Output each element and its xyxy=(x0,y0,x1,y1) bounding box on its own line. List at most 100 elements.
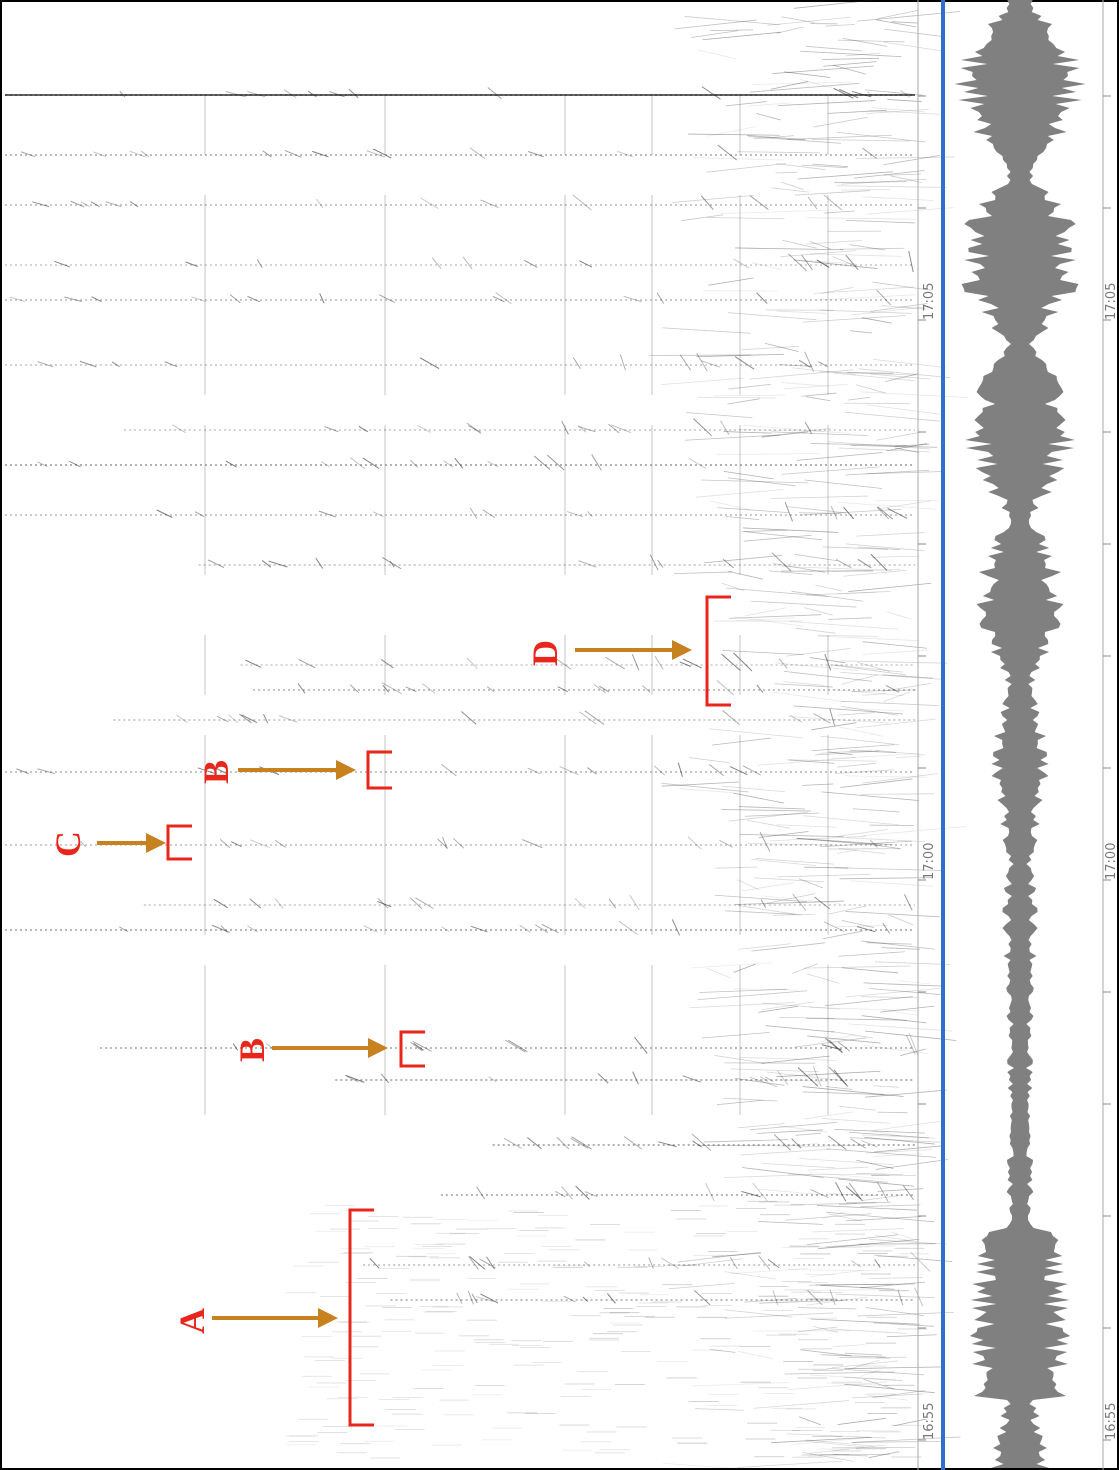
spectral-streak xyxy=(787,506,847,514)
spectral-streak xyxy=(707,126,756,137)
spectral-streak xyxy=(782,239,817,249)
spectral-streak xyxy=(831,664,907,676)
spectral-streak xyxy=(781,382,829,387)
spectral-streak xyxy=(839,1356,891,1359)
spectral-streak xyxy=(737,1123,785,1129)
spectral-streak xyxy=(844,1352,882,1356)
annotation-b2: B xyxy=(196,750,392,790)
spectral-blob xyxy=(804,421,813,435)
spectral-blob xyxy=(389,560,395,568)
spectral-streak xyxy=(753,81,851,85)
spectral-blob xyxy=(557,686,569,693)
spectral-blob xyxy=(717,144,737,161)
spectral-blob xyxy=(722,710,740,726)
spectral-streak xyxy=(721,809,811,812)
spectral-streak xyxy=(856,1173,903,1176)
spectral-blob xyxy=(315,557,324,569)
spectral-streak xyxy=(790,759,878,762)
spectral-streak xyxy=(673,571,733,575)
spectral-streak xyxy=(775,163,826,171)
spectral-blob xyxy=(468,425,481,433)
spectral-blob xyxy=(876,506,890,520)
spectral-blob xyxy=(495,292,512,305)
spectral-streak xyxy=(726,516,760,521)
spectral-streak xyxy=(851,689,917,692)
spectral-blob xyxy=(692,1140,702,1148)
spectral-blob xyxy=(68,460,81,468)
spectral-streak xyxy=(862,196,934,201)
spectral-blob xyxy=(456,1292,463,1304)
spectral-streak xyxy=(835,769,895,774)
spectral-streak xyxy=(861,940,935,950)
spectral-blob xyxy=(256,259,263,268)
spectral-streak xyxy=(728,383,772,390)
spectral-streak xyxy=(844,1366,945,1370)
spectral-streak xyxy=(793,705,904,715)
spectral-streak xyxy=(697,49,737,60)
spectral-blob xyxy=(369,1257,380,1269)
spectral-streak xyxy=(748,136,842,144)
spectral-blob xyxy=(416,424,432,433)
spectral-blob xyxy=(519,924,531,933)
spectral-blob xyxy=(381,557,402,570)
spectral-streak xyxy=(671,195,754,203)
spectral-streak xyxy=(838,951,905,957)
spectral-blob xyxy=(575,1185,590,1200)
spectral-blob xyxy=(431,257,442,269)
spectral-streak xyxy=(819,309,912,314)
spectral-blob xyxy=(623,1136,643,1150)
spectral-streak xyxy=(758,831,809,838)
spectral-streak xyxy=(877,9,918,20)
spectral-blob xyxy=(729,1256,738,1270)
spectral-streak xyxy=(734,988,799,991)
spectral-streak xyxy=(880,500,931,509)
spectral-blob xyxy=(324,426,339,433)
spectral-streak xyxy=(897,980,930,985)
spectral-blob xyxy=(503,1137,522,1149)
spectral-blob xyxy=(413,1042,424,1051)
spectral-blob xyxy=(32,201,50,208)
spectral-streak xyxy=(755,858,834,865)
spectral-streak xyxy=(837,591,878,595)
spectral-streak xyxy=(702,31,781,41)
spectral-blob xyxy=(771,552,792,572)
spectral-blob xyxy=(470,925,488,933)
spectral-streak xyxy=(781,566,892,571)
spectral-streak xyxy=(857,1311,954,1317)
spectral-streak xyxy=(848,396,871,401)
spectral-streak xyxy=(791,590,864,602)
spectral-streak xyxy=(720,209,829,215)
spectral-streak xyxy=(803,1289,898,1291)
spectral-streak xyxy=(677,1251,761,1263)
spectral-blob xyxy=(733,258,750,269)
spectral-streak xyxy=(798,512,841,514)
spectral-streak xyxy=(780,250,856,258)
spectral-blob xyxy=(720,420,730,435)
spectral-streak xyxy=(836,185,947,188)
spectral-streak xyxy=(810,1374,896,1381)
spectral-streak xyxy=(838,848,886,854)
annotation-d: D xyxy=(525,595,731,707)
spectral-streak xyxy=(815,1283,893,1286)
spectral-streak xyxy=(769,835,866,842)
spectral-streak xyxy=(775,662,859,671)
spectral-streak xyxy=(737,1350,773,1360)
spectral-blob xyxy=(810,1189,829,1199)
spectral-streak xyxy=(799,1158,894,1166)
spectral-streak xyxy=(820,735,900,746)
spectral-blob xyxy=(679,661,691,667)
spectral-blob xyxy=(469,147,486,160)
spectral-blob xyxy=(845,254,859,271)
spectral-blob xyxy=(619,354,626,371)
spectral-blob xyxy=(194,511,205,518)
spectral-blob xyxy=(504,1039,526,1053)
spectral-blob xyxy=(570,1137,589,1149)
spectral-streak xyxy=(869,988,941,995)
spectral-streak xyxy=(860,1204,921,1207)
spectral-blob xyxy=(91,296,102,303)
spectral-streak xyxy=(806,973,840,984)
spectral-blob xyxy=(441,926,450,933)
spectral-streak xyxy=(729,614,822,619)
spectral-streak xyxy=(810,1270,863,1278)
spectral-blob xyxy=(561,421,569,435)
